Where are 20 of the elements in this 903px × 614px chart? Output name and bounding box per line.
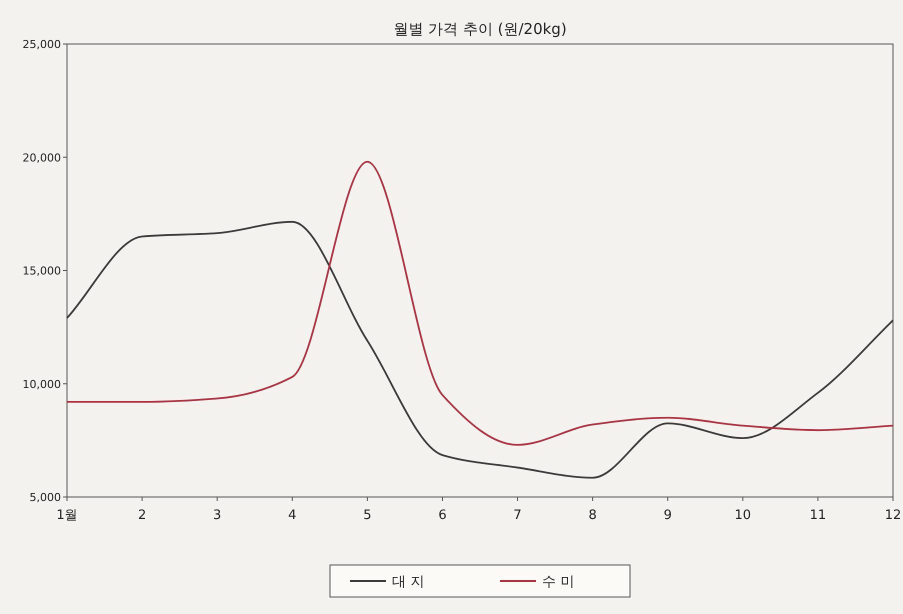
title: 월별 가격 추이 (원/20kg) [393,20,567,38]
xtick: 9 [664,508,672,523]
xtick: 12 [884,508,902,523]
legend-label: 수 미 [542,574,574,590]
xtick: 8 [588,508,597,523]
xtick: 10 [734,508,752,523]
ytick: 10,000 [22,378,61,391]
ytick: 20,000 [22,151,61,164]
xtick: 6 [438,508,447,523]
xtick: 4 [288,508,296,523]
legend-label: 대 지 [392,574,424,590]
xtick: 2 [138,508,146,523]
ytick: 25,000 [22,38,61,51]
xtick: 5 [363,508,372,523]
xtick: 11 [810,508,826,523]
ytick: 15,000 [22,264,61,278]
xtick: 7 [513,508,522,523]
xtick: 1월 [56,508,78,523]
ytick: 5,000 [30,491,61,504]
xtick: 3 [213,508,222,523]
